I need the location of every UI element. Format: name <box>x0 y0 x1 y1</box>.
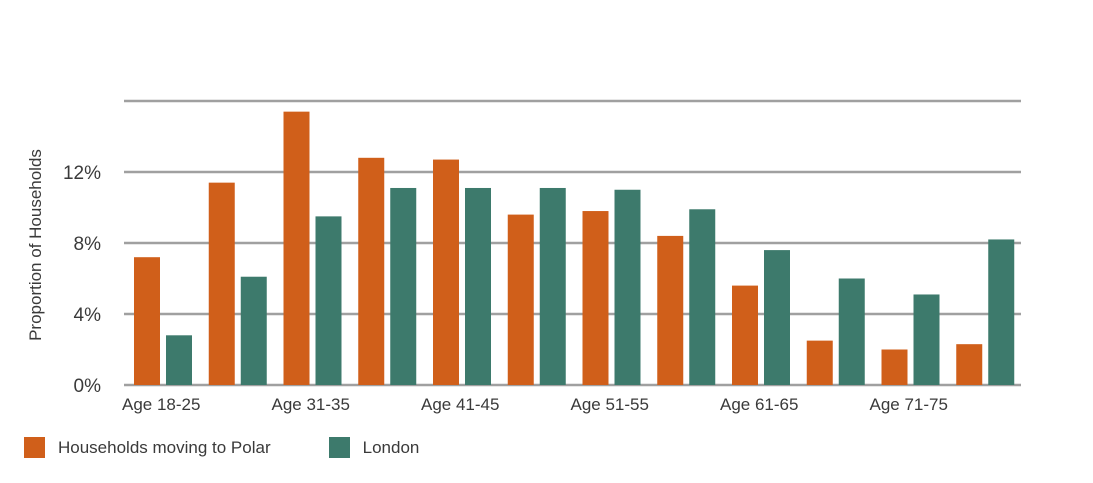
x-tick-label: Age 31-35 <box>272 395 350 414</box>
bar-london <box>764 250 790 385</box>
bar-chart: 0%4%8%12% Age 18-25 Age 31-35 Age 41-45 Age… <box>26 99 1021 414</box>
bar-london <box>838 278 865 385</box>
legend-swatch-london <box>328 437 350 458</box>
y-tick-label: 4% <box>74 305 102 326</box>
x-tick-label: Age 61-65 <box>720 395 798 414</box>
bar-polar <box>358 157 385 385</box>
legend-item-london: London <box>328 437 420 458</box>
legend-label-polar: Households moving to Polar <box>58 437 271 457</box>
bar-london <box>614 189 641 385</box>
bar-polar <box>881 349 908 385</box>
bar-polar <box>433 159 459 385</box>
bars <box>134 111 1015 386</box>
bar-london <box>240 276 267 385</box>
bar-london <box>539 187 566 385</box>
bar-polar <box>134 257 160 385</box>
bar-polar <box>208 182 235 385</box>
y-tick-label: 0% <box>74 376 102 397</box>
gridlines <box>124 99 1021 387</box>
bar-london <box>913 294 940 385</box>
y-axis-ticks: 0% 4% 8% 12% <box>63 163 101 397</box>
bar-polar <box>956 344 983 385</box>
bar-polar <box>283 111 310 386</box>
bar-london <box>315 216 342 385</box>
bar-london <box>166 335 192 385</box>
bar-polar <box>507 214 534 385</box>
bar-london <box>390 187 417 385</box>
x-tick-label: Age 41-45 <box>421 395 499 414</box>
bar-london <box>465 187 491 385</box>
legend-label-london: London <box>362 437 420 457</box>
bar-polar <box>806 340 833 385</box>
y-tick-label: 8% <box>74 234 102 255</box>
legend-swatch-polar <box>24 437 45 458</box>
bar-polar <box>657 235 684 385</box>
y-tick-label: 12% <box>63 163 101 184</box>
x-tick-label: Age 18-25 <box>122 395 200 414</box>
bar-polar <box>582 211 609 385</box>
x-axis-ticks: Age 18-25 Age 31-35 Age 41-45 Age 51-55 Age … <box>122 395 948 414</box>
bar-london <box>988 239 1015 385</box>
bar-london <box>689 209 716 385</box>
x-tick-label: Age 51-55 <box>571 395 649 414</box>
y-axis-title: Proportion of Households <box>26 149 45 341</box>
legend: Households moving to Polar London <box>24 437 477 458</box>
legend-item-polar: Households moving to Polar <box>24 437 271 458</box>
bar-polar <box>732 285 758 385</box>
x-tick-label: Age 71-75 <box>870 395 948 414</box>
